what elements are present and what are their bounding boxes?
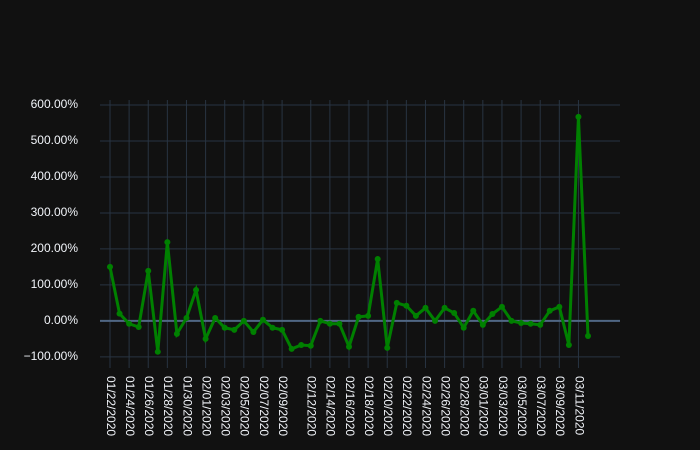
x-tick-label: 02/22/2020 [400,376,414,436]
marker [107,263,113,270]
x-tick-label: 02/05/2020 [238,376,252,436]
x-tick-label: 01/22/2020 [104,376,118,436]
x-tick-label: 03/01/2020 [477,376,491,436]
x-tick-label: 01/24/2020 [123,376,137,436]
marker [336,320,343,327]
x-tick-label: 02/03/2020 [219,376,233,436]
marker [518,320,525,327]
marker [412,312,419,319]
x-tick-label: 02/20/2020 [381,376,395,436]
marker [365,312,372,319]
marker [250,329,257,336]
marker [145,267,152,274]
marker [384,344,391,351]
marker [221,324,228,331]
x-tick-label: 02/28/2020 [458,376,472,436]
marker [154,348,161,355]
marker [193,286,200,293]
marker [126,320,133,327]
x-tick-label: 03/09/2020 [553,376,567,436]
x-tick-label: 03/03/2020 [496,376,510,436]
x-tick-label: 03/07/2020 [534,376,548,436]
marker [422,304,429,311]
y-tick-label: 100.00% [31,277,79,291]
marker [346,343,352,350]
x-tick-label: 01/30/2020 [180,376,194,436]
marker [317,317,324,324]
x-tick-label: 02/07/2020 [257,376,271,436]
marker [585,332,591,339]
marker [460,324,467,331]
y-tick-label: 400.00% [31,169,79,183]
marker [164,239,171,246]
marker [355,313,362,320]
x-tick-label: 02/24/2020 [419,376,433,436]
marker [451,309,458,316]
x-tick-label: 02/26/2020 [438,376,452,436]
x-tick-label: 01/26/2020 [142,376,156,436]
marker [173,330,180,337]
marker [231,326,238,333]
marker [537,321,544,328]
marker [441,304,448,311]
marker [326,320,333,327]
marker [498,303,505,310]
x-tick-label: 02/09/2020 [276,376,290,436]
x-tick-label: 02/14/2020 [324,376,338,436]
marker [212,314,219,321]
y-tick-label: 200.00% [31,241,79,255]
y-tick-label: −100.00% [24,349,79,363]
marker [556,303,563,310]
marker [393,299,400,306]
marker [307,342,314,349]
marker [259,316,266,323]
marker [479,321,486,328]
x-tick-label: 02/12/2020 [305,376,319,436]
marker [432,317,439,324]
y-tick-label: 0.00% [44,313,78,327]
y-tick-label: 600.00% [31,97,79,111]
x-tick-label: 02/16/2020 [343,376,357,436]
marker [279,326,286,333]
marker [546,307,553,314]
marker [527,320,534,327]
x-tick-label: 01/28/2020 [161,376,175,436]
marker [116,310,123,317]
marker [575,113,582,120]
marker [183,314,190,321]
y-tick-label: 300.00% [31,205,79,219]
marker [240,317,247,324]
marker [374,256,381,263]
y-tick-label: 500.00% [31,133,79,147]
marker [135,323,142,330]
marker [508,317,515,324]
x-tick-label: 02/01/2020 [199,376,213,436]
marker [403,302,410,309]
marker [489,311,496,318]
marker [298,341,305,348]
x-tick-label: 02/18/2020 [362,376,376,436]
marker [202,335,209,342]
marker [288,345,295,352]
marker [565,341,572,348]
marker [269,324,276,331]
marker [470,307,477,314]
x-tick-label: 03/05/2020 [515,376,529,436]
x-tick-label: 03/11/2020 [572,376,586,435]
